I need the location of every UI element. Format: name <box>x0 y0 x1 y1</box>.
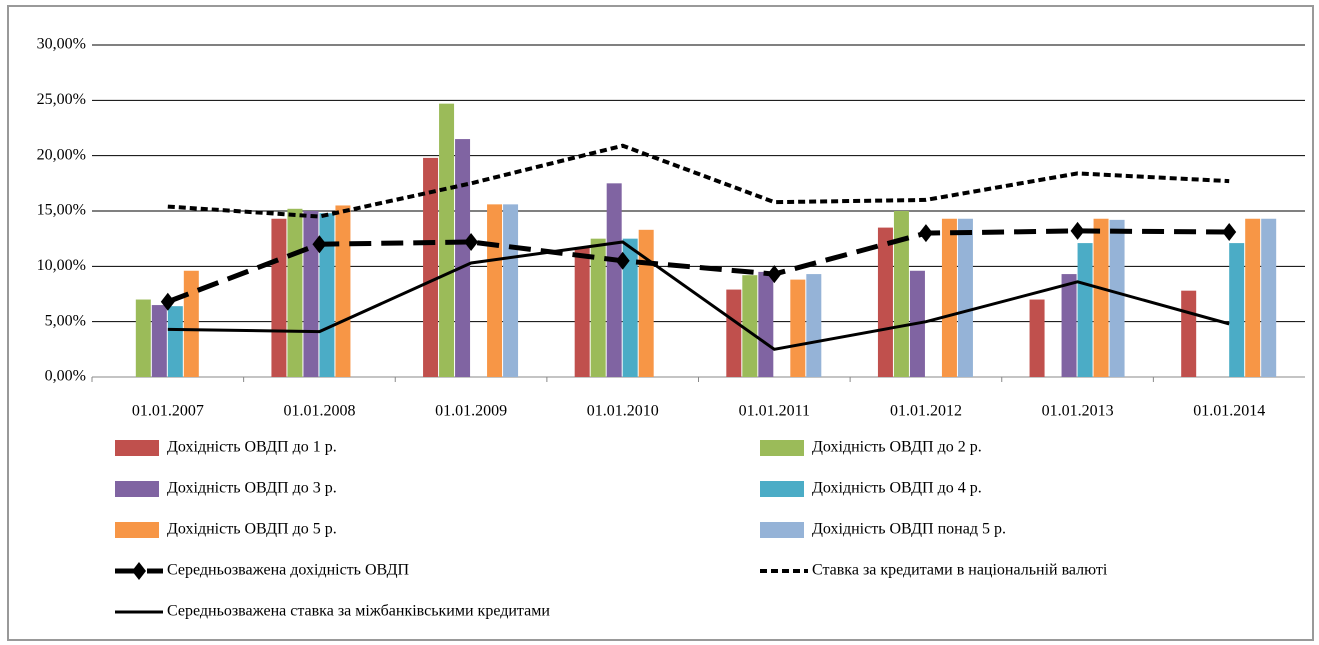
x-tick-label: 01.01.2010 <box>587 403 659 420</box>
bar <box>1029 299 1045 377</box>
bar <box>758 271 774 377</box>
bar <box>423 157 439 377</box>
bar <box>893 211 909 377</box>
bar <box>487 204 503 377</box>
bar <box>167 306 183 377</box>
bar <box>590 238 606 377</box>
x-tick-label: 01.01.2007 <box>132 403 204 420</box>
bar <box>957 218 973 377</box>
bar <box>271 218 287 377</box>
legend-label: Середньозважена ставка за міжбанківським… <box>167 603 550 620</box>
bar <box>726 289 742 377</box>
x-tick-label: 01.01.2014 <box>1193 403 1265 420</box>
bar <box>1245 218 1261 377</box>
bar <box>455 139 471 377</box>
bar <box>574 247 590 377</box>
bar <box>183 270 199 377</box>
y-tick-label: 30,00% <box>37 36 86 53</box>
y-tick-label: 10,00% <box>37 257 86 274</box>
bar <box>606 183 622 377</box>
y-tick-label: 0,00% <box>45 368 86 385</box>
line-marker <box>767 265 782 284</box>
bar <box>1229 243 1245 377</box>
legend-swatch <box>760 522 804 538</box>
legend-label: Середньозважена дохідність ОВДП <box>167 562 409 579</box>
y-tick-label: 5,00% <box>45 312 86 329</box>
bar <box>319 213 335 377</box>
legend-label: Дохідність ОВДП до 4 р. <box>812 480 982 497</box>
line-series <box>166 228 1230 305</box>
legend-label: Дохідність ОВДП до 3 р. <box>167 480 337 497</box>
line-marker <box>918 224 933 243</box>
bar <box>1261 218 1277 377</box>
legend-swatch <box>115 440 159 456</box>
bar <box>335 205 351 377</box>
y-tick-label: 15,00% <box>37 202 86 219</box>
bar <box>151 305 167 377</box>
bar <box>806 274 822 377</box>
bar <box>742 275 758 377</box>
x-tick-label: 01.01.2011 <box>739 403 810 420</box>
line-marker <box>1070 221 1085 240</box>
legend-label: Дохідність ОВДП до 5 р. <box>167 521 337 538</box>
line-marker <box>160 292 175 311</box>
bar <box>287 208 303 377</box>
x-tick-label: 01.01.2012 <box>890 403 962 420</box>
bar <box>503 204 519 377</box>
y-tick-label: 20,00% <box>37 146 86 163</box>
bar <box>638 229 654 377</box>
x-tick-label: 01.01.2013 <box>1042 403 1114 420</box>
line-marker <box>1222 223 1237 242</box>
y-tick-label: 25,00% <box>37 91 86 108</box>
bar <box>1093 218 1109 377</box>
legend-label: Дохідність ОВДП понад 5 р. <box>812 521 1006 538</box>
legend-swatch <box>115 481 159 497</box>
bar <box>1181 290 1197 377</box>
legend-label: Дохідність ОВДП до 2 р. <box>812 439 982 456</box>
legend-label: Дохідність ОВДП до 1 р. <box>167 439 337 456</box>
bar <box>1077 243 1093 377</box>
line-series <box>167 143 1230 219</box>
legend-swatch <box>115 522 159 538</box>
line-series <box>167 240 1230 351</box>
bar <box>1061 274 1077 377</box>
bar <box>877 227 893 377</box>
bar <box>622 238 638 377</box>
legend-label: Ставка за кредитами в національній валют… <box>812 562 1108 579</box>
legend-swatch <box>760 440 804 456</box>
bar <box>135 299 151 377</box>
x-tick-label: 01.01.2009 <box>435 403 507 420</box>
bar <box>303 211 319 377</box>
bar <box>790 279 806 377</box>
bar <box>941 218 957 377</box>
bar <box>1109 219 1125 377</box>
line-marker <box>464 232 479 251</box>
line-marker <box>615 251 630 270</box>
legend-marker <box>132 562 146 580</box>
line-marker <box>312 235 327 254</box>
x-tick-label: 01.01.2008 <box>283 403 355 420</box>
legend-swatch <box>760 481 804 497</box>
